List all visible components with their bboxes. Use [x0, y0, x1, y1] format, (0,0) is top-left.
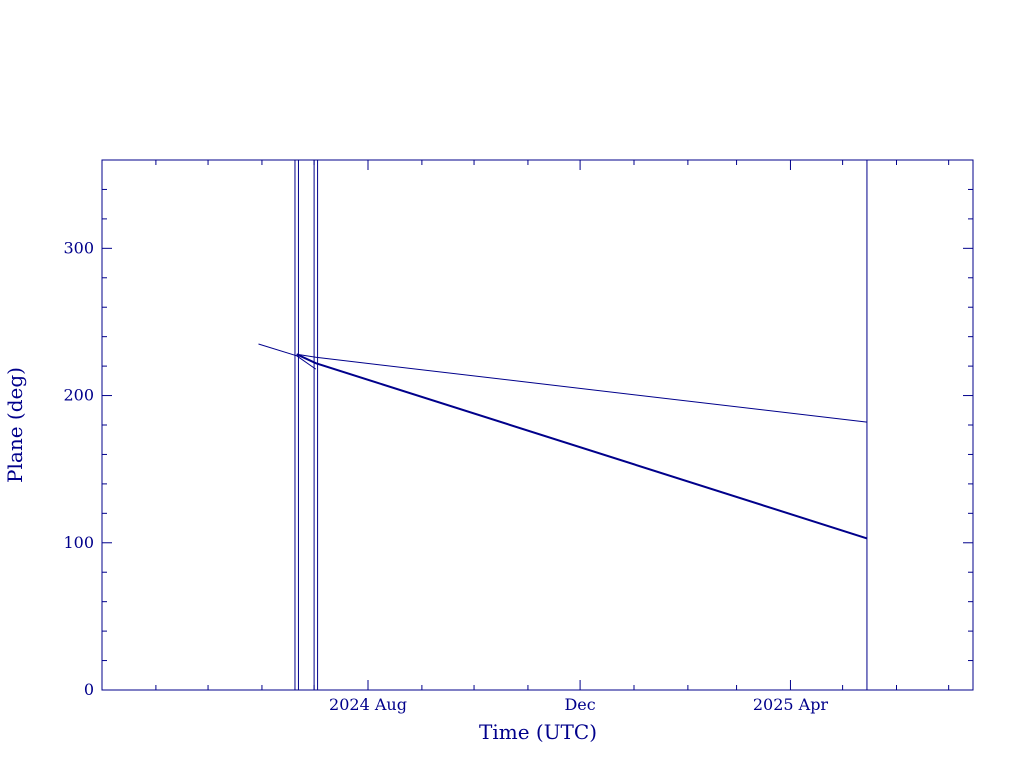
x-tick-label: Dec: [564, 695, 595, 714]
y-tick-label: 0: [84, 680, 94, 699]
chart-marks: [258, 160, 868, 690]
series-line-1: [296, 353, 868, 423]
series-line-2: [296, 353, 868, 540]
y-axis-title: Plane (deg): [3, 367, 27, 483]
y-tick-label: 300: [63, 238, 94, 257]
y-tick-label: 100: [63, 533, 94, 552]
x-tick-label: 2024 Aug: [329, 695, 407, 714]
series-line-0: [258, 343, 317, 370]
plot-frame: [101, 159, 974, 691]
x-tick-label: 2025 Apr: [753, 695, 829, 714]
axis-ticks: 0 100 200 300 2024 Aug Dec 2025 Apr: [63, 159, 973, 714]
y-tick-label: 200: [63, 386, 94, 405]
x-axis-title: Time (UTC): [479, 720, 597, 744]
